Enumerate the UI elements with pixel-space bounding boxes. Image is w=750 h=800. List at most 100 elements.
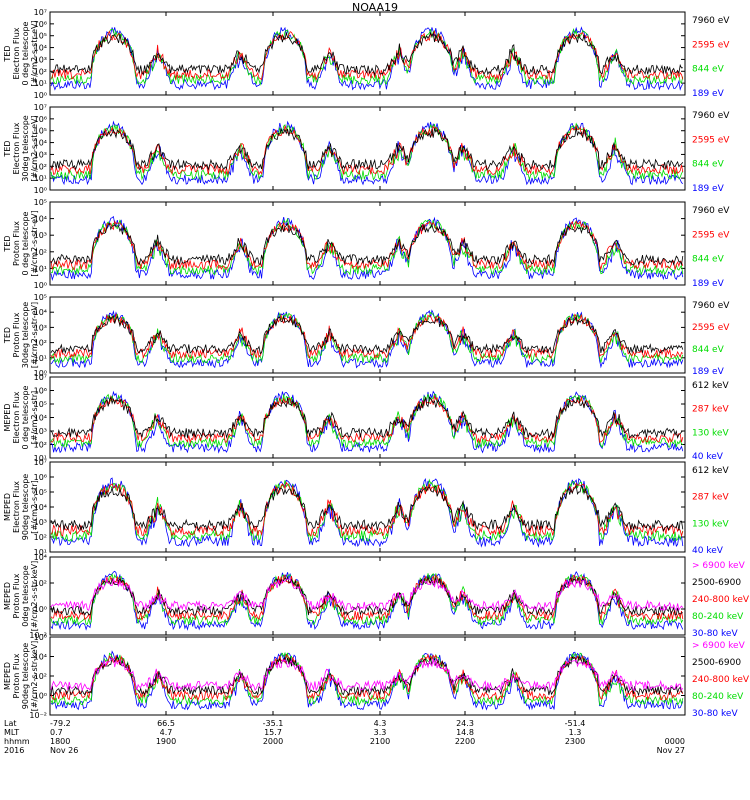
legend-entry: 7960 eV xyxy=(692,301,730,311)
x-tick-label: 14.8 xyxy=(456,728,474,737)
x-tick-label: -35.1 xyxy=(263,719,284,728)
y-tick-label: 10⁶ xyxy=(34,473,47,482)
legend-entry: 2595 eV xyxy=(692,230,730,240)
series-trace xyxy=(50,653,684,702)
panel-frame xyxy=(49,11,686,96)
legend-entry: 80-240 keV xyxy=(692,612,744,622)
y-tick-label: 10¹ xyxy=(34,79,47,88)
y-axis-label: [#/cm2-s-str-keV] xyxy=(30,641,39,712)
legend-entry: 844 eV xyxy=(692,255,725,265)
series-trace xyxy=(50,26,684,91)
y-tick-label: 10⁰ xyxy=(34,186,47,195)
y-tick-label: 10³ xyxy=(34,323,47,332)
series-trace xyxy=(50,481,684,538)
legend-entry: 287 keV xyxy=(692,493,729,503)
x-tick-label: 2200 xyxy=(455,737,475,746)
legend-entry: 7960 eV xyxy=(692,16,730,26)
x-tick-label: -79.2 xyxy=(50,719,71,728)
legend-entry: 2595 eV xyxy=(692,323,730,333)
legend-entry: 189 eV xyxy=(692,279,725,289)
y-tick-label: 10⁰ xyxy=(34,281,47,290)
y-axis-label: MEPED xyxy=(3,582,12,610)
x-row-label: 2016 xyxy=(4,746,24,755)
series-trace xyxy=(50,311,684,365)
legend-entry: 40 keV xyxy=(692,452,724,462)
x-row-label: MLT xyxy=(4,728,19,737)
x-tick-label: Nov 27 xyxy=(657,746,685,755)
y-axis-label: Electron Flux xyxy=(12,27,21,79)
legend-entry: 30-80 keV xyxy=(692,629,738,639)
panel-frame xyxy=(49,106,686,191)
legend-entry: 189 eV xyxy=(692,367,725,377)
y-tick-label: 10⁴ xyxy=(34,308,47,317)
series-trace xyxy=(50,394,684,445)
legend-entry: 240-800 keV xyxy=(692,675,750,685)
x-tick-label: 4.3 xyxy=(374,719,387,728)
y-tick-label: 10² xyxy=(34,339,47,348)
legend-entry: 130 keV xyxy=(692,428,729,438)
y-tick-label: 10⁵ xyxy=(34,198,47,207)
y-tick-label: 10³ xyxy=(34,231,47,240)
legend-entry: 189 eV xyxy=(692,89,725,99)
y-tick-label: 10⁷ xyxy=(34,8,47,17)
legend-entry: 7960 eV xyxy=(692,111,730,121)
x-tick-label: 15.7 xyxy=(264,728,282,737)
legend-entry: 189 eV xyxy=(692,184,725,194)
series-trace xyxy=(50,27,684,86)
y-tick-label: 10² xyxy=(34,579,47,588)
legend-entry: 612 keV xyxy=(692,466,729,476)
legend-entry: 2500-6900 xyxy=(692,578,741,588)
panel-8: 10⁻² 10⁰ 10² 10⁴ 10⁶ MEPED Proton Flux 90deg te… xyxy=(3,633,750,720)
y-axis-label: 30deg telescope xyxy=(21,115,30,182)
panel-frame xyxy=(49,296,686,374)
x-tick-label: 3.3 xyxy=(374,728,387,737)
y-axis-label: MEPED xyxy=(3,493,12,521)
y-axis-label: TED xyxy=(3,45,12,62)
panel-5: 10¹ 10² 10³ 10⁴ 10⁵ 10⁶ 10⁷ MEPED Electron Flux 0… xyxy=(3,373,729,463)
y-axis-label: Electron Flux xyxy=(12,481,21,533)
y-axis-label: 30deg telescope xyxy=(21,302,30,369)
y-tick-label: 10² xyxy=(34,67,47,76)
x-tick-label: 66.5 xyxy=(157,719,175,728)
series-trace xyxy=(50,222,684,266)
x-tick-label: 1800 xyxy=(50,737,70,746)
y-tick-label: 10¹ xyxy=(34,454,47,463)
x-tick-label: 4.7 xyxy=(160,728,173,737)
y-tick-label: 10⁴ xyxy=(34,553,47,562)
legend-entry: 240-800 keV xyxy=(692,595,750,605)
series-trace xyxy=(50,127,684,171)
series-trace xyxy=(50,658,684,692)
series-trace xyxy=(50,390,684,454)
y-tick-label: 10⁰ xyxy=(34,692,47,701)
y-tick-label: 10⁴ xyxy=(34,414,47,423)
y-tick-label: 10⁵ xyxy=(34,400,47,409)
y-tick-label: 10⁴ xyxy=(34,653,47,662)
panel-frame xyxy=(49,201,686,286)
y-tick-label: 10² xyxy=(34,672,47,681)
series-trace xyxy=(50,314,684,355)
panel-6: 10¹ 10² 10³ 10⁴ 10⁵ 10⁶ 10⁷ MEPED Electron Flux 9… xyxy=(3,458,729,557)
y-tick-label: 10⁶ xyxy=(34,115,47,124)
y-axis-label: 0 deg telescope xyxy=(21,385,30,449)
series-trace xyxy=(50,120,684,186)
y-tick-label: 10⁴ xyxy=(34,503,47,512)
series-trace xyxy=(50,31,683,77)
y-axis-label: TED xyxy=(3,235,12,252)
y-tick-label: 10⁰ xyxy=(34,605,47,614)
y-tick-label: 10⁵ xyxy=(34,127,47,136)
y-tick-label: 10⁴ xyxy=(34,139,47,148)
legend-entry: 130 keV xyxy=(692,519,729,529)
series-trace xyxy=(50,478,684,543)
x-tick-label: 24.3 xyxy=(456,719,474,728)
legend-entry: 612 keV xyxy=(692,381,729,391)
x-tick-label: -51.4 xyxy=(565,719,586,728)
y-tick-label: 10³ xyxy=(34,55,47,64)
y-axis-label: [#/cm2-s-str-eV] xyxy=(30,20,39,86)
series-trace xyxy=(50,217,684,276)
y-tick-label: 10¹ xyxy=(34,354,47,363)
x-tick-label: 1.3 xyxy=(569,728,582,737)
y-tick-label: 10⁶ xyxy=(34,633,47,642)
x-tick-label: 0000 xyxy=(665,737,685,746)
chart-title: NOAA19 xyxy=(351,1,399,14)
